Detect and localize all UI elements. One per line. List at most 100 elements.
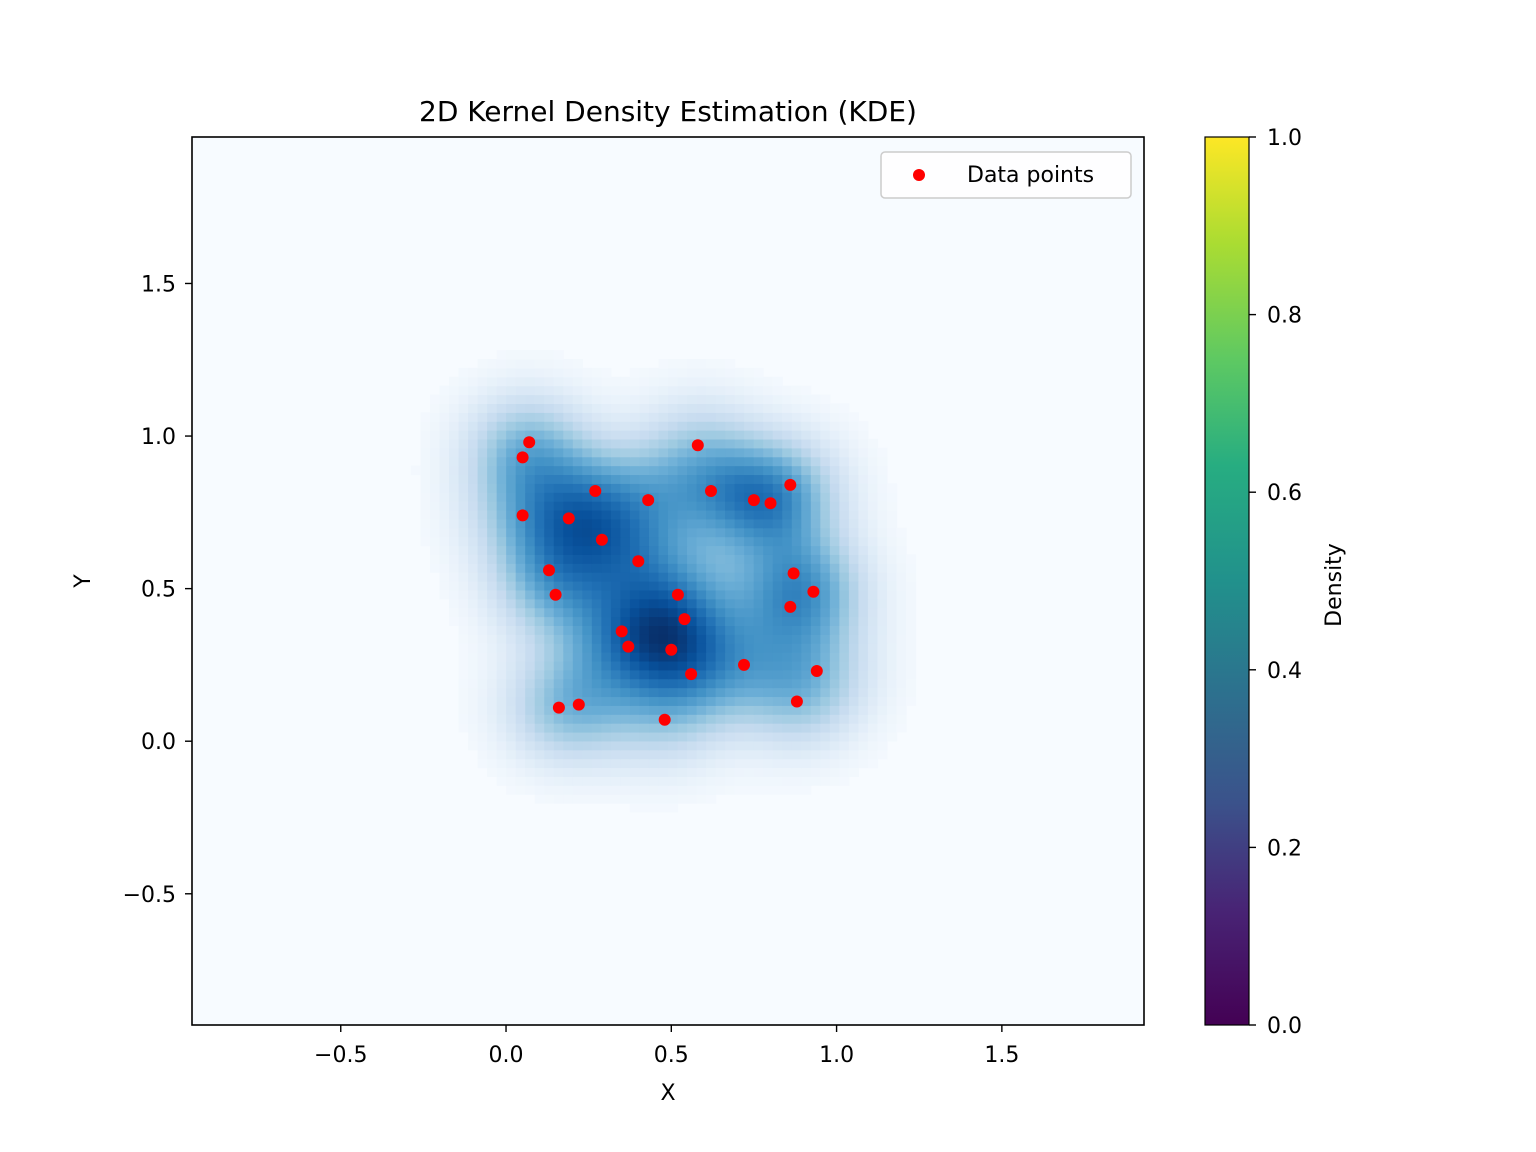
density-cell xyxy=(677,465,688,476)
density-cell xyxy=(858,740,869,751)
density-cell xyxy=(620,634,631,644)
density-cell xyxy=(563,430,574,440)
density-cell xyxy=(820,749,831,760)
density-cell xyxy=(744,625,755,635)
density-cell xyxy=(772,669,783,680)
density-cell xyxy=(677,660,688,671)
density-cell xyxy=(572,714,583,724)
density-cell xyxy=(439,447,450,458)
density-cell xyxy=(544,696,555,706)
density-cell xyxy=(877,554,888,564)
density-cell xyxy=(534,509,545,520)
density-cell xyxy=(601,430,612,440)
density-cell xyxy=(753,581,764,591)
density-cell xyxy=(648,412,660,422)
density-cell xyxy=(639,705,650,715)
density-cell xyxy=(677,421,688,431)
density-cell xyxy=(801,474,812,484)
density-cell xyxy=(877,705,888,715)
density-cell xyxy=(763,776,774,786)
density-cell xyxy=(772,474,783,484)
density-cell xyxy=(658,474,669,484)
density-cell xyxy=(839,723,850,733)
density-cell xyxy=(696,430,707,440)
density-cell xyxy=(639,607,650,618)
density-cell xyxy=(848,509,859,520)
density-cell xyxy=(648,518,660,529)
density-cell xyxy=(496,687,507,698)
density-cell xyxy=(496,705,507,715)
density-cell xyxy=(629,794,641,804)
density-cell xyxy=(668,616,679,626)
density-cell xyxy=(715,394,726,404)
density-cell xyxy=(668,652,679,662)
data-point xyxy=(784,478,797,491)
density-cell xyxy=(468,581,479,591)
density-cell xyxy=(534,767,545,777)
density-cell xyxy=(734,465,745,476)
density-cell xyxy=(582,643,593,653)
density-cell xyxy=(791,758,802,769)
density-cell xyxy=(696,767,707,777)
density-cell xyxy=(648,767,660,777)
density-cell xyxy=(848,589,859,600)
density-cell xyxy=(658,616,669,626)
density-cell xyxy=(487,740,498,751)
density-cell xyxy=(896,652,907,662)
density-cell xyxy=(553,740,564,751)
density-cell xyxy=(506,412,517,422)
density-cell xyxy=(677,705,688,715)
density-cell xyxy=(734,598,745,609)
density-cell xyxy=(658,607,669,618)
density-cell xyxy=(848,749,859,760)
density-cell xyxy=(687,501,698,511)
density-cell xyxy=(782,758,793,769)
density-cell xyxy=(458,430,469,440)
density-cell xyxy=(725,678,736,689)
density-cell xyxy=(629,385,641,396)
density-cell xyxy=(848,421,859,431)
colorbar-tick-label: 0.2 xyxy=(1267,836,1302,861)
density-cell xyxy=(553,767,564,777)
density-cell xyxy=(858,723,869,733)
density-cell xyxy=(439,412,450,422)
density-cell xyxy=(601,563,612,573)
density-cell xyxy=(658,385,669,396)
density-cell xyxy=(886,705,898,715)
density-cell xyxy=(696,643,707,653)
density-cell xyxy=(458,634,469,644)
density-cell xyxy=(867,652,879,662)
density-cell xyxy=(525,412,536,422)
density-cell xyxy=(829,438,840,449)
density-cell xyxy=(582,456,593,467)
density-cell xyxy=(687,483,698,493)
density-cell xyxy=(725,785,736,795)
density-cell xyxy=(572,669,583,680)
density-cell xyxy=(553,634,564,644)
density-cell xyxy=(677,563,688,573)
density-cell xyxy=(810,767,821,777)
density-cell xyxy=(553,625,564,635)
density-cell xyxy=(506,714,517,724)
density-cell xyxy=(886,723,898,733)
density-cell xyxy=(696,501,707,511)
density-cell xyxy=(610,483,621,493)
density-cell xyxy=(877,474,888,484)
density-cell xyxy=(791,465,802,476)
density-cell xyxy=(534,483,545,493)
density-cell xyxy=(839,572,850,582)
density-cell xyxy=(829,643,840,653)
density-cell xyxy=(553,643,564,653)
density-cell xyxy=(620,483,631,493)
density-cell xyxy=(468,403,479,413)
density-cell xyxy=(715,438,726,449)
density-cell xyxy=(525,669,536,680)
density-cell xyxy=(848,581,859,591)
density-cell xyxy=(801,563,812,573)
density-cell xyxy=(534,545,545,555)
density-cell xyxy=(782,438,793,449)
density-cell xyxy=(706,785,717,795)
density-cell xyxy=(591,430,602,440)
density-cell xyxy=(715,652,726,662)
density-cell xyxy=(648,376,660,387)
